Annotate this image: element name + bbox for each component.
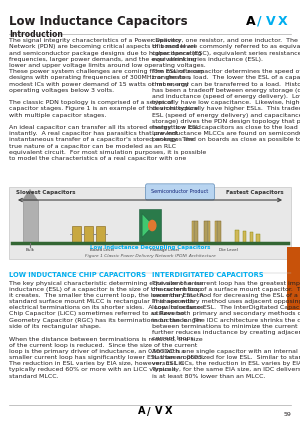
Text: /: / (257, 15, 262, 28)
Text: V: V (266, 15, 275, 28)
Text: The key physical characteristic determining equivalent series
inductance (ESL) o: The key physical characteristic determin… (9, 280, 204, 379)
Bar (84, 226, 93, 243)
Polygon shape (142, 214, 153, 238)
Circle shape (148, 221, 156, 231)
Text: Board Level: Board Level (90, 248, 114, 252)
Text: The size of a current loop has the greatest impact on the ESL
characteristics of: The size of a current loop has the great… (152, 280, 300, 379)
Polygon shape (22, 190, 38, 200)
Text: Die Level: Die Level (219, 248, 237, 252)
Text: Slowest Capacitors: Slowest Capacitors (16, 190, 76, 195)
Text: X: X (164, 406, 172, 416)
Text: X: X (278, 15, 287, 28)
Text: V: V (154, 406, 162, 416)
Bar (250, 232, 253, 243)
Text: /: / (147, 406, 151, 416)
Text: LOW INDUCTANCE CHIP CAPACITORS: LOW INDUCTANCE CHIP CAPACITORS (9, 272, 146, 278)
Text: The signal integrity characteristics of a Power Delivery
Network (PDN) are becom: The signal integrity characteristics of … (9, 38, 206, 161)
Bar (72, 226, 81, 243)
FancyBboxPatch shape (146, 184, 214, 200)
Text: A: A (246, 15, 256, 28)
Text: Low Inductance Capacitors: Low Inductance Capacitors (9, 15, 188, 28)
Text: Fastest Capacitors: Fastest Capacitors (226, 190, 284, 195)
Bar (139, 209, 161, 243)
Text: INTERDIGITATED CAPACITORS: INTERDIGITATED CAPACITORS (152, 272, 263, 278)
Bar (287, 246, 300, 310)
Bar (235, 230, 239, 243)
Bar (9, 187, 291, 259)
Text: Package Level: Package Level (151, 248, 179, 252)
Text: Semiconductor Product: Semiconductor Product (152, 190, 208, 194)
Text: 59: 59 (283, 411, 291, 416)
Bar (243, 231, 246, 243)
Bar (215, 221, 221, 243)
Bar (192, 221, 198, 243)
Text: Introduction: Introduction (9, 30, 63, 39)
Text: A: A (138, 406, 146, 416)
Bar (256, 234, 260, 243)
Text: capacitor, one resistor, and one inductor.  The RLC values in
this model are com: capacitor, one resistor, and one inducto… (152, 38, 300, 142)
Text: Bulk: Bulk (26, 248, 34, 252)
Text: Figure 1 Classic Power Delivery Network (PDN) Architecture: Figure 1 Classic Power Delivery Network … (85, 254, 215, 258)
Bar (22, 200, 38, 243)
Text: Low Inductance Decoupling Capacitors: Low Inductance Decoupling Capacitors (90, 245, 210, 250)
Bar (204, 221, 210, 243)
Bar (96, 226, 105, 243)
